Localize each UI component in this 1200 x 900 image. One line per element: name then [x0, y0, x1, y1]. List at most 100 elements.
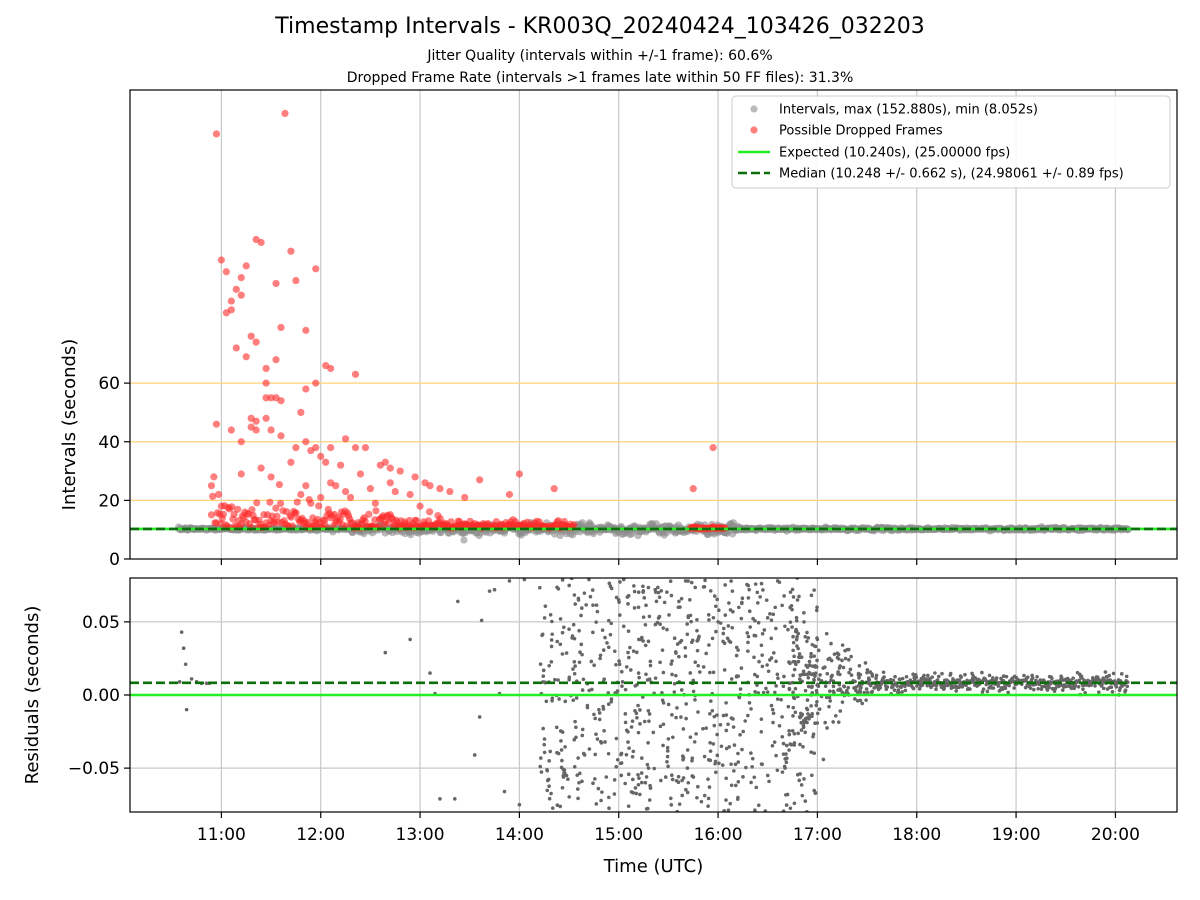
- residual-point: [734, 783, 738, 788]
- residual-point: [780, 770, 785, 774]
- residual-point: [904, 674, 909, 679]
- residual-point: [781, 741, 786, 746]
- residual-point: [691, 678, 696, 683]
- residual-point: [547, 663, 551, 668]
- residual-point: [679, 638, 684, 643]
- residual-point: [572, 671, 577, 676]
- residual-point: [803, 688, 808, 693]
- residual-point: [617, 662, 622, 667]
- dropped-frame-point: [292, 444, 300, 452]
- residual-point: [772, 740, 777, 744]
- residual-point: [805, 698, 810, 702]
- dropped-frame-point: [436, 515, 444, 523]
- dropped-frame-point: [361, 444, 370, 452]
- residual-point: [580, 779, 584, 784]
- residual-point: [670, 659, 674, 663]
- residual-point: [560, 652, 565, 656]
- residual-point: [684, 787, 688, 792]
- residual-point: [836, 720, 841, 724]
- residual-point: [1025, 675, 1030, 679]
- dropped-frame-point: [267, 426, 275, 434]
- residual-point: [648, 663, 653, 668]
- residual-point: [718, 722, 723, 727]
- residual-point: [688, 598, 692, 602]
- residual-point: [689, 580, 694, 585]
- residual-point: [1100, 682, 1104, 687]
- residual-point: [428, 671, 432, 675]
- residual-point: [626, 650, 630, 655]
- residual-point: [758, 595, 762, 599]
- residual-point: [669, 662, 673, 666]
- dropped-frame-point: [302, 482, 310, 490]
- residual-point: [621, 624, 626, 629]
- residual-point: [581, 677, 586, 682]
- dropped-frame-point: [281, 109, 289, 118]
- residual-point: [672, 690, 677, 694]
- residual-point: [644, 603, 648, 608]
- residual-point: [708, 740, 712, 745]
- residual-point: [746, 583, 751, 588]
- residual-point: [677, 599, 681, 604]
- residual-point: [690, 774, 695, 778]
- residual-point: [667, 613, 671, 617]
- residual-point: [895, 684, 900, 688]
- residual-point: [722, 809, 726, 812]
- residual-point: [712, 723, 717, 728]
- residual-point: [612, 649, 617, 654]
- dropped-frame-point: [322, 458, 330, 466]
- dropped-frame-point: [315, 502, 323, 510]
- residual-point: [760, 762, 764, 767]
- residual-point: [781, 684, 786, 689]
- residual-point: [863, 661, 868, 665]
- residual-point: [597, 717, 602, 722]
- residual-point: [868, 670, 873, 674]
- residual-point: [696, 637, 700, 642]
- residual-point: [701, 585, 706, 589]
- dropped-frame-point: [262, 414, 270, 422]
- residual-point: [954, 689, 959, 693]
- residual-point: [725, 636, 730, 641]
- residual-point: [539, 756, 543, 760]
- residual-point: [711, 742, 716, 746]
- residual-point: [661, 701, 666, 705]
- residual-point: [918, 681, 922, 685]
- residual-point: [791, 705, 796, 710]
- residual-point: [606, 751, 611, 756]
- legend-entry-label: Median (10.248 +/- 0.662 s), (24.98061 +…: [779, 167, 1124, 182]
- residual-point: [794, 637, 799, 642]
- dropped-frame-point: [237, 274, 245, 282]
- dropped-frame-point: [287, 247, 295, 255]
- residual-point: [802, 672, 807, 677]
- dropped-frame-point: [307, 499, 315, 507]
- residual-point: [787, 732, 792, 737]
- dropped-frame-point: [406, 490, 414, 499]
- residual-point: [797, 594, 801, 599]
- residual-point: [612, 792, 617, 796]
- residual-point: [606, 702, 611, 707]
- legend-entry-label: Possible Dropped Frames: [779, 124, 943, 139]
- residual-point: [679, 715, 683, 719]
- residual-point: [639, 637, 643, 642]
- residual-point: [836, 672, 840, 676]
- residual-point: [570, 634, 575, 638]
- residual-point: [696, 663, 701, 668]
- residual-point: [592, 663, 596, 668]
- residual-point: [788, 806, 793, 811]
- residual-point: [774, 684, 778, 688]
- residual-point: [629, 725, 634, 729]
- residual-point: [849, 654, 853, 659]
- residual-point: [706, 777, 710, 781]
- residual-point: [784, 803, 789, 807]
- dropped-frames-points: [207, 109, 729, 533]
- residual-point: [959, 675, 963, 679]
- residual-point: [638, 708, 642, 712]
- residual-point: [810, 642, 815, 647]
- residual-point: [766, 669, 771, 674]
- residual-point: [912, 678, 917, 683]
- residual-point: [647, 712, 652, 716]
- dropped-frame-point: [346, 493, 355, 502]
- residual-point: [870, 689, 875, 694]
- residual-point: [438, 797, 442, 801]
- residual-point: [736, 760, 741, 764]
- residual-point: [735, 797, 740, 801]
